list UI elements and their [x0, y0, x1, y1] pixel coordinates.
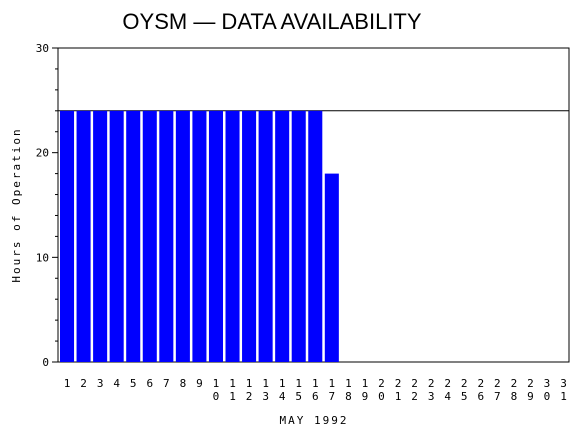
x-tick-label: 5 — [130, 377, 137, 390]
y-axis-label: Hours of Operation — [10, 127, 23, 282]
bar — [275, 110, 290, 362]
x-tick-label: 9 — [196, 377, 203, 390]
bar — [291, 110, 306, 362]
y-tick-label: 30 — [36, 42, 49, 55]
bar — [93, 110, 108, 362]
x-tick-label: 8 — [180, 377, 187, 390]
bar — [175, 110, 190, 362]
y-tick-label: 20 — [36, 147, 49, 160]
x-tick-label: 6 — [146, 377, 153, 390]
bar — [324, 173, 339, 362]
y-tick-label: 0 — [42, 356, 49, 369]
x-axis-label: MAY 1992 — [280, 414, 349, 427]
bar — [159, 110, 174, 362]
chart-title: OYSM — DATA AVAILABILITY — [122, 9, 421, 34]
x-tick-label: 3 — [97, 377, 104, 390]
bar — [208, 110, 223, 362]
bar — [225, 110, 240, 362]
bar — [242, 110, 257, 362]
bar — [60, 110, 75, 362]
bar — [258, 110, 273, 362]
x-tick-label: 2 — [80, 377, 87, 390]
bar — [192, 110, 207, 362]
bar — [109, 110, 124, 362]
bar — [308, 110, 323, 362]
x-tick-label: 1 — [64, 377, 71, 390]
bar — [76, 110, 91, 362]
bar — [126, 110, 141, 362]
x-tick-label: 4 — [113, 377, 120, 390]
bar — [142, 110, 157, 362]
y-tick-label: 10 — [36, 251, 49, 264]
x-tick-label: 7 — [163, 377, 170, 390]
